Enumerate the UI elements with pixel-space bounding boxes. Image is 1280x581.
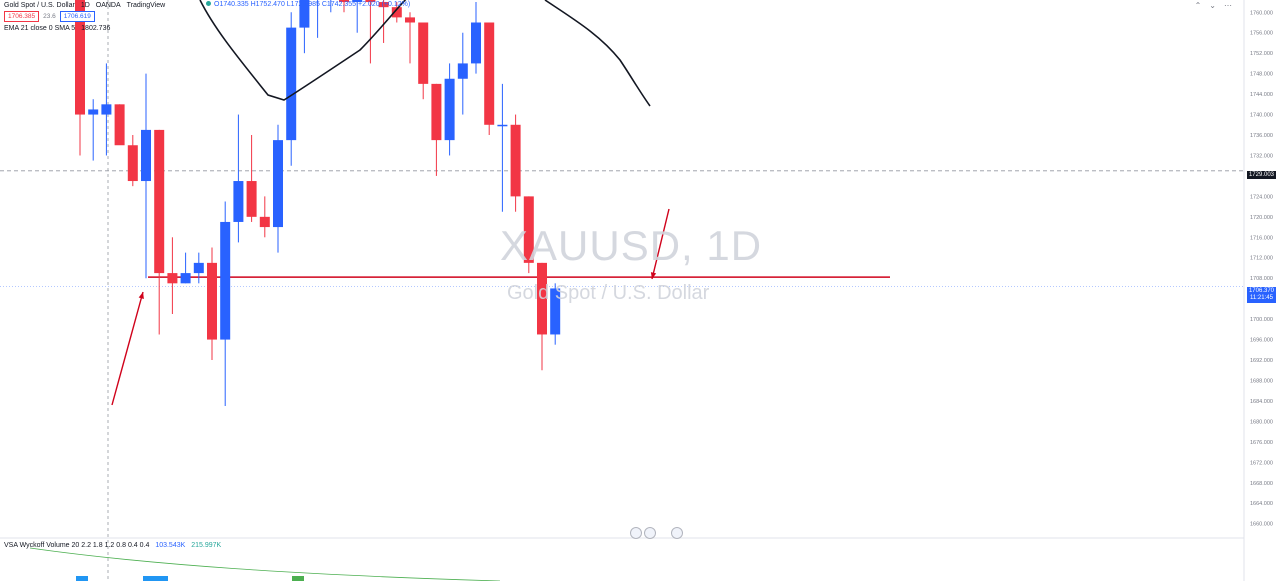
y-tick-label: 1672.000: [1250, 460, 1273, 466]
candle-body: [101, 104, 112, 115]
y-tick-label: 1684.000: [1250, 399, 1273, 405]
candle-body: [497, 124, 508, 127]
candle-body: [418, 22, 429, 84]
candle-body: [233, 181, 244, 222]
more-icon[interactable]: ⋯: [1224, 1, 1232, 10]
us-flag-event-icon[interactable]: [644, 527, 656, 539]
volume-ma-line: [29, 547, 501, 581]
exchange: OANDA: [95, 1, 121, 9]
y-tick-label: 1664.000: [1250, 501, 1273, 507]
candle-body: [510, 124, 521, 197]
candle-body: [405, 17, 415, 23]
y-tick-label: 1708.000: [1250, 276, 1273, 282]
candle-body: [391, 7, 402, 18]
candle-body: [193, 262, 204, 274]
y-tick-label: 1700.000: [1250, 317, 1273, 323]
chart-header: Gold Spot / U.S. Dollar 1D OANDA Trading…: [0, 0, 165, 10]
y-tick-label: 1744.000: [1250, 92, 1273, 98]
source: TradingView: [126, 1, 166, 9]
y-tick-label: 1668.000: [1250, 481, 1273, 487]
y-tick-label: 1680.000: [1250, 419, 1273, 425]
candle-body: [339, 0, 349, 3]
y-tick-label: 1724.000: [1250, 194, 1273, 200]
level-price-tag: 1729.003: [1246, 171, 1276, 179]
y-tick-label: 1752.000: [1250, 51, 1273, 57]
candle-body: [444, 78, 455, 141]
volume-bar: [76, 576, 88, 581]
ema-legend[interactable]: EMA 21 close 0 SMA 5 1802.736: [4, 25, 111, 32]
y-tick-label: 1676.000: [1250, 440, 1273, 446]
interval[interactable]: 1D: [80, 1, 90, 9]
y-tick-label: 1712.000: [1250, 256, 1273, 262]
candle-body: [431, 83, 442, 141]
candle-body: [550, 288, 561, 335]
candle-body: [365, 0, 376, 3]
candle-body: [141, 129, 151, 182]
candle-body: [220, 221, 231, 340]
y-tick-label: 1696.000: [1250, 338, 1273, 344]
volume-legend[interactable]: VSA Wyckoff Volume 20 2.2 1.8 1.2 0.8 0.…: [4, 542, 222, 549]
candle-body: [246, 181, 257, 217]
ema-line: [544, 0, 651, 107]
candle-body: [127, 145, 138, 182]
watermark-subtitle: Gold Spot / U.S. Dollar: [507, 282, 710, 304]
annotation-arrow: [651, 208, 670, 280]
candle-body: [273, 140, 283, 228]
candle-body: [537, 262, 547, 335]
candle-body: [259, 216, 270, 228]
chevron-down-icon[interactable]: ⌄: [1209, 1, 1216, 10]
candle-body: [286, 27, 297, 141]
sell-price-button[interactable]: 1706.385: [4, 11, 40, 22]
volume-bar: [143, 576, 168, 581]
candle-body: [457, 63, 468, 79]
current-price-tag: 1706.370 11:21:45: [1246, 287, 1276, 303]
candle-body: [88, 109, 99, 115]
trade-price-boxes: 1706.385 23.6 1706.619: [4, 11, 95, 22]
symbol-name[interactable]: Gold Spot / U.S. Dollar: [4, 1, 75, 9]
us-flag-event-icon[interactable]: [630, 527, 642, 539]
volume-bar: [292, 576, 304, 581]
y-tick-label: 1732.000: [1250, 153, 1273, 159]
candle-body: [299, 0, 310, 28]
annotation-arrow: [111, 291, 144, 406]
pane-controls: ⌃ ⌄ ⋯: [1195, 1, 1232, 10]
buy-price-button[interactable]: 1706.619: [59, 11, 95, 22]
y-tick-label: 1660.000: [1250, 522, 1273, 528]
annotation-arrowhead: [650, 272, 657, 279]
annotation-arrowhead: [138, 292, 144, 299]
y-tick-label: 1756.000: [1250, 31, 1273, 37]
y-tick-label: 1688.000: [1250, 378, 1273, 384]
chevron-up-icon[interactable]: ⌃: [1194, 1, 1202, 10]
y-tick-label: 1736.000: [1250, 133, 1273, 139]
candle-body: [352, 0, 363, 3]
candle-body: [75, 0, 85, 115]
watermark-title: XAUUSD, 1D: [500, 222, 763, 269]
y-tick-label: 1748.000: [1250, 72, 1273, 78]
candle-body: [471, 22, 481, 64]
candle-body: [154, 129, 165, 274]
candle-body: [180, 273, 191, 284]
y-tick-label: 1720.000: [1250, 215, 1273, 221]
y-tick-label: 1692.000: [1250, 358, 1273, 364]
candle-body: [114, 104, 125, 146]
y-tick-label: 1740.000: [1250, 113, 1273, 119]
ohlc-readout: O1740.335 H1752.470 L1729.985 C1742.355 …: [206, 1, 410, 8]
candle-body: [523, 196, 534, 263]
candle-body: [207, 262, 217, 340]
spread-value: 23.6: [43, 13, 56, 20]
market-status-icon: [206, 1, 211, 6]
candle-body: [167, 273, 178, 284]
candle-body: [484, 22, 495, 125]
y-tick-label: 1716.000: [1250, 235, 1273, 241]
candle-body: [378, 2, 389, 8]
ema-line: [199, 0, 407, 101]
us-flag-event-icon[interactable]: [671, 527, 683, 539]
y-tick-label: 1760.000: [1250, 10, 1273, 16]
